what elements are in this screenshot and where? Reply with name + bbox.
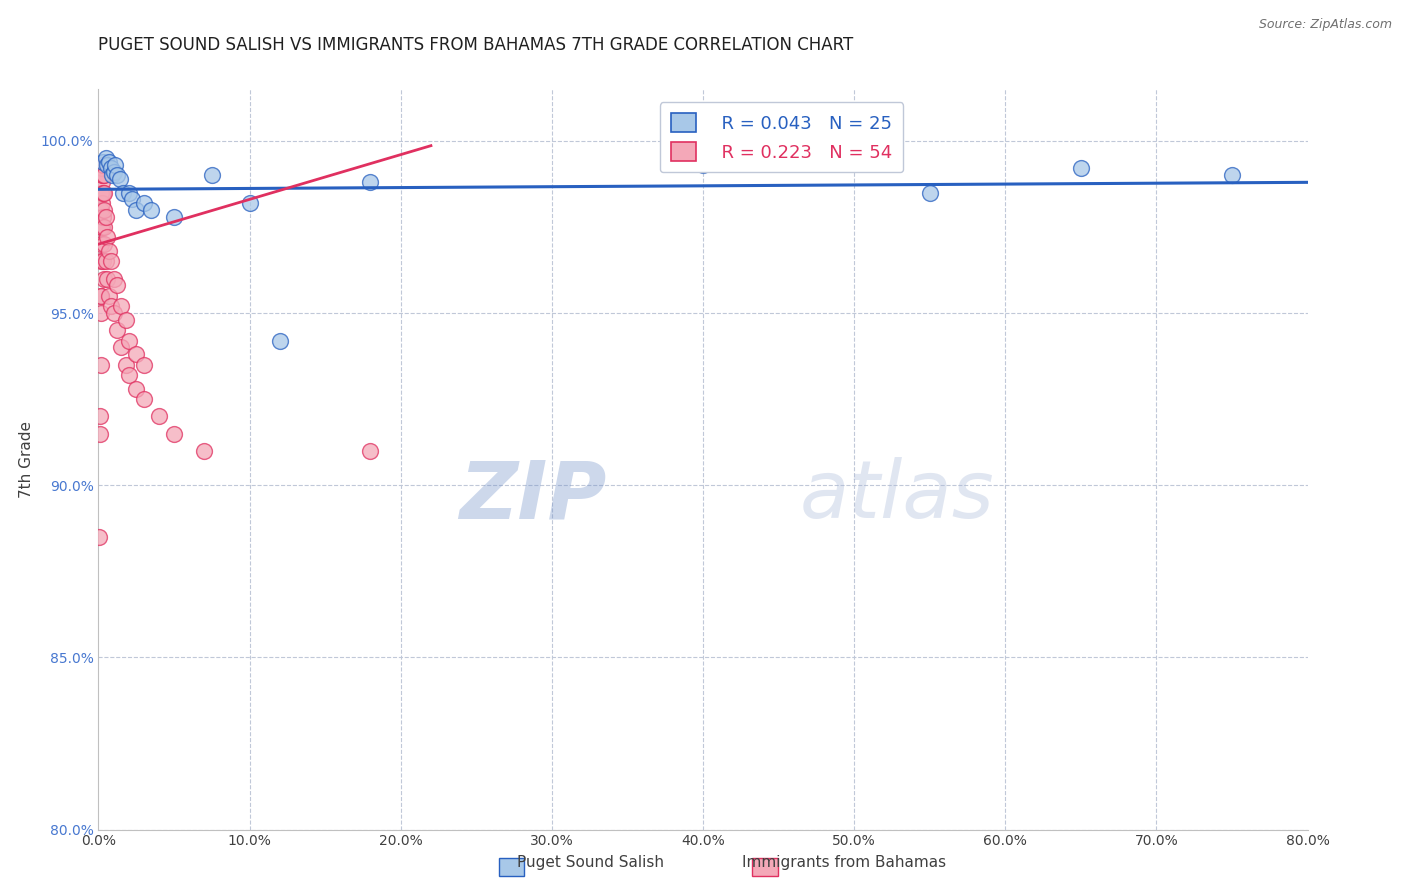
Point <box>692 158 714 172</box>
Point <box>90 186 112 200</box>
Text: ZIP: ZIP <box>458 458 606 535</box>
Point <box>94 151 117 165</box>
Point <box>118 334 141 348</box>
Point <box>93 237 115 252</box>
Point <box>110 341 132 355</box>
Point <box>105 278 128 293</box>
Point <box>98 244 121 258</box>
Legend:   R = 0.043   N = 25,   R = 0.223   N = 54: R = 0.043 N = 25, R = 0.223 N = 54 <box>659 102 904 172</box>
Point <box>118 368 141 382</box>
Point <box>103 165 125 179</box>
Point <box>91 186 114 200</box>
Point <box>91 175 114 189</box>
Point <box>91 161 114 176</box>
Point <box>111 186 134 200</box>
Text: Puget Sound Salish: Puget Sound Salish <box>517 855 664 870</box>
Point <box>90 289 112 303</box>
Point <box>125 382 148 396</box>
Point <box>918 186 941 200</box>
Point <box>93 202 115 217</box>
Point <box>239 195 262 210</box>
Point <box>91 169 114 183</box>
Point <box>108 171 131 186</box>
Point <box>105 323 128 337</box>
Point <box>360 175 382 189</box>
Point <box>132 358 155 372</box>
Point <box>90 202 112 217</box>
Point <box>114 313 136 327</box>
Point <box>118 186 141 200</box>
Point <box>193 443 215 458</box>
Text: PUGET SOUND SALISH VS IMMIGRANTS FROM BAHAMAS 7TH GRADE CORRELATION CHART: PUGET SOUND SALISH VS IMMIGRANTS FROM BA… <box>98 36 853 54</box>
Point <box>91 254 114 268</box>
Text: Source: ZipAtlas.com: Source: ZipAtlas.com <box>1258 18 1392 31</box>
Point <box>132 392 155 406</box>
Point <box>125 347 148 361</box>
Point <box>105 169 128 183</box>
Point <box>125 202 148 217</box>
Point <box>94 254 117 268</box>
Point <box>96 158 118 172</box>
Point <box>91 154 114 169</box>
Point <box>93 219 115 234</box>
Text: Immigrants from Bahamas: Immigrants from Bahamas <box>741 855 946 870</box>
Point <box>100 161 122 176</box>
Point <box>141 202 163 217</box>
Point <box>121 193 143 207</box>
Point <box>89 530 111 544</box>
Point <box>148 409 170 424</box>
Point <box>114 358 136 372</box>
Point <box>110 299 132 313</box>
Point <box>93 169 115 183</box>
Point <box>96 230 118 244</box>
Point <box>94 210 117 224</box>
Point <box>90 358 112 372</box>
Point <box>103 271 125 285</box>
Point <box>90 237 112 252</box>
Point <box>360 443 382 458</box>
Point <box>163 426 186 441</box>
Point <box>89 409 111 424</box>
Point <box>90 219 112 234</box>
Text: atlas: atlas <box>800 458 994 535</box>
Point <box>1220 169 1243 183</box>
Point <box>91 219 114 234</box>
Point <box>90 289 112 303</box>
Point <box>96 271 118 285</box>
Point <box>91 195 114 210</box>
Point <box>1070 161 1092 176</box>
Point <box>201 169 224 183</box>
Point <box>100 299 122 313</box>
Point <box>89 426 111 441</box>
Point <box>163 210 186 224</box>
Point <box>98 154 121 169</box>
Point <box>90 306 112 320</box>
Y-axis label: 7th Grade: 7th Grade <box>20 421 34 498</box>
Point <box>91 169 114 183</box>
Point <box>132 195 155 210</box>
Point <box>101 169 124 183</box>
Point <box>98 289 121 303</box>
Point <box>91 210 114 224</box>
Point <box>269 334 291 348</box>
Point <box>104 158 127 172</box>
Point <box>100 254 122 268</box>
Point <box>91 158 114 172</box>
Point <box>93 271 115 285</box>
Point <box>93 186 115 200</box>
Point <box>90 254 112 268</box>
Point <box>103 306 125 320</box>
